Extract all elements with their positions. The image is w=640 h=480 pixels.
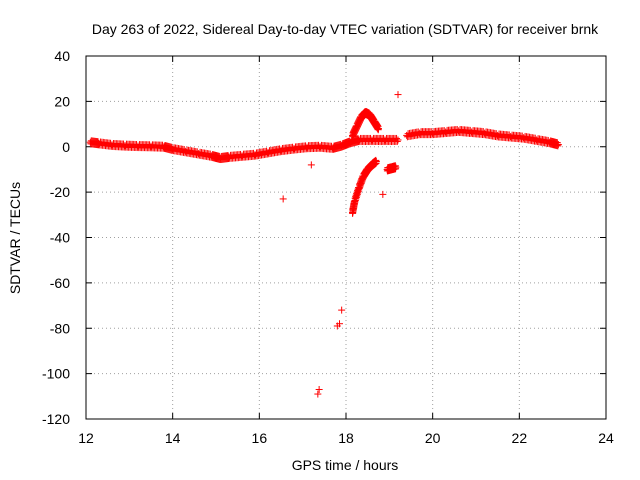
- data-point: [379, 190, 387, 198]
- x-tick-label: 24: [598, 430, 614, 446]
- y-axis-label: SDTVAR / TECUs: [7, 182, 23, 294]
- x-tick-label: 20: [425, 430, 441, 446]
- data-point: [554, 140, 562, 148]
- data-point: [375, 125, 382, 133]
- x-tick-label: 22: [512, 430, 528, 446]
- y-tick-label: -80: [50, 320, 70, 336]
- data-point: [314, 390, 322, 398]
- axis-ticks: 12 14 16 18 20 22 24 40 20 0 -20 -40 -60 -80 -100 -120: [42, 48, 614, 446]
- grid: [86, 56, 606, 419]
- y-tick-label: 0: [62, 139, 70, 155]
- y-tick-label: -100: [42, 366, 70, 382]
- y-tick-label: -120: [42, 411, 70, 427]
- data-point: [393, 134, 401, 142]
- data-point: [315, 386, 323, 394]
- y-tick-label: 40: [54, 48, 70, 64]
- data-point: [372, 157, 380, 165]
- data-point: [394, 91, 402, 99]
- data-point: [392, 163, 400, 171]
- data-point: [307, 161, 315, 169]
- data-point: [394, 136, 402, 144]
- x-tick-label: 12: [78, 430, 94, 446]
- x-tick-label: 16: [252, 430, 268, 446]
- y-tick-label: -60: [50, 275, 70, 291]
- data-point: [279, 195, 287, 203]
- data-point: [338, 306, 346, 314]
- y-tick-label: 20: [54, 93, 70, 109]
- x-axis-label: GPS time / hours: [292, 457, 399, 473]
- data-point: [336, 320, 343, 328]
- y-tick-label: -20: [50, 184, 70, 200]
- data-point: [393, 137, 401, 145]
- y-tick-label: -40: [50, 230, 70, 246]
- chart-title: Day 263 of 2022, Sidereal Day-to-day VTE…: [92, 21, 599, 37]
- data-points: [86, 91, 562, 398]
- x-tick-label: 14: [165, 430, 181, 446]
- x-tick-label: 18: [338, 430, 354, 446]
